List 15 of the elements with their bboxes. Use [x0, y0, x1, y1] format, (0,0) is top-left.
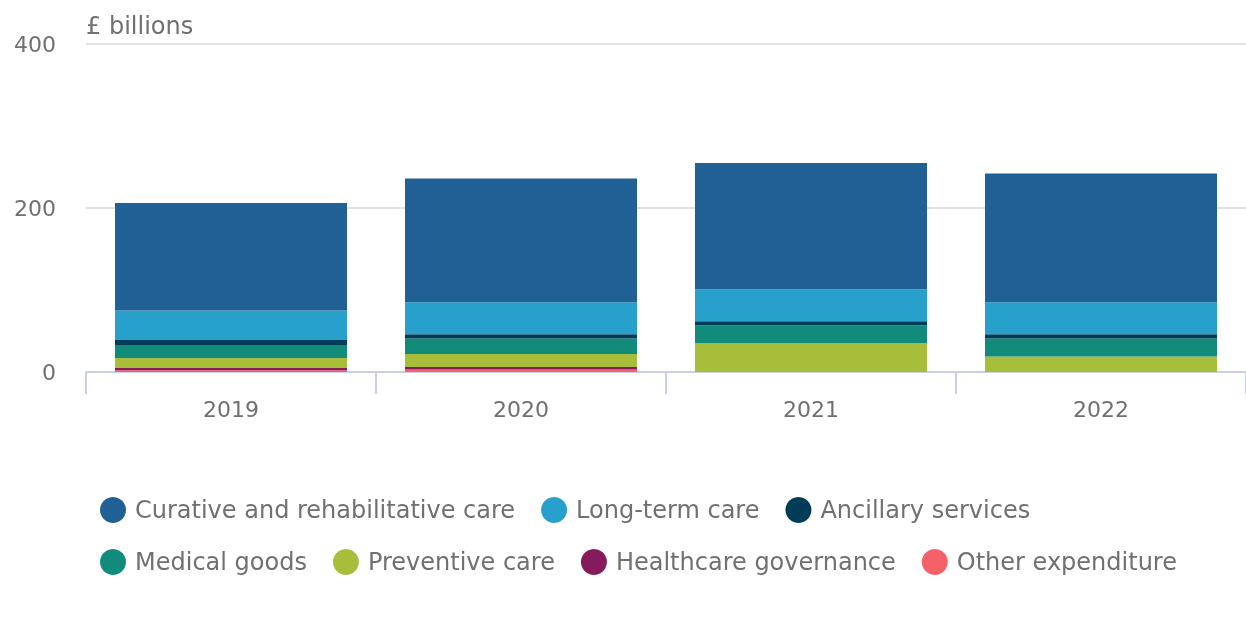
x-tick-label: 2021 — [783, 396, 839, 422]
y-axis-title: £ billions — [86, 12, 194, 40]
legend-label: Preventive care — [367, 548, 555, 576]
x-tick-label: 2022 — [1073, 396, 1129, 422]
legend-label: Healthcare governance — [615, 548, 896, 576]
legend-label: Medical goods — [135, 548, 307, 576]
y-tick-label: 0 — [42, 359, 56, 385]
x-tick-label: 2019 — [203, 396, 259, 422]
x-tick-label: 2020 — [493, 396, 549, 422]
legend-label: Curative and rehabilitative care — [135, 496, 516, 524]
legend-label: Long-term care — [576, 496, 760, 524]
y-tick-label: 200 — [14, 195, 56, 221]
y-tick-label: 400 — [14, 31, 56, 57]
legend-label: Other expenditure — [956, 548, 1177, 576]
legend-label: Ancillary services — [820, 496, 1031, 524]
